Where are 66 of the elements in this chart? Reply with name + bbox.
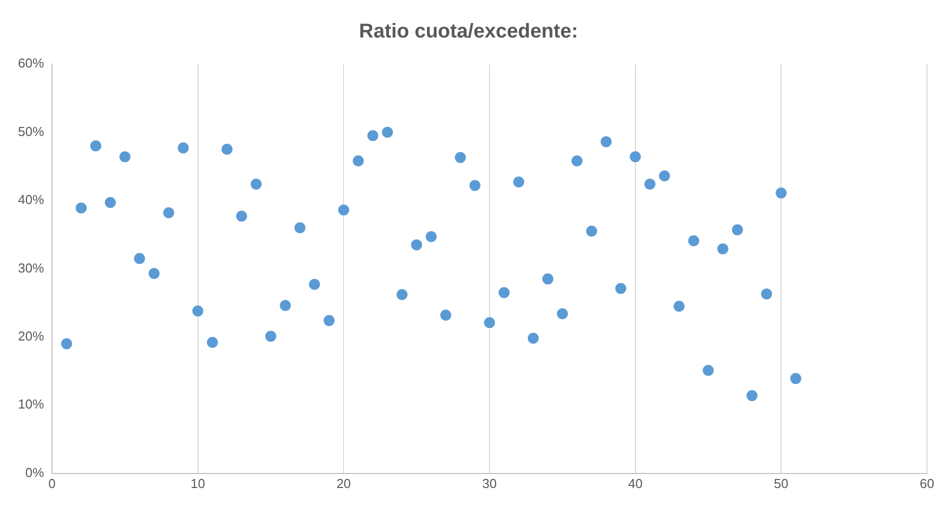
y-tick-label: 60%: [18, 56, 44, 71]
y-tick-label: 10%: [18, 396, 44, 412]
y-tick-label: 30%: [18, 260, 44, 276]
y-tick-label: 0%: [25, 464, 44, 480]
point: [250, 178, 262, 190]
point: [119, 151, 130, 162]
point: [338, 204, 350, 216]
x-tick-label: 40: [628, 476, 643, 491]
x-tick-label: 60: [920, 476, 934, 491]
point: [411, 239, 422, 250]
x-tick-label: 50: [774, 476, 788, 491]
point: [309, 278, 320, 290]
point: [761, 288, 772, 300]
point: [236, 210, 248, 222]
point: [528, 332, 539, 344]
y-tick-label: 20%: [18, 328, 44, 344]
point: [148, 268, 160, 279]
point: [396, 289, 408, 300]
point: [615, 282, 626, 294]
point: [542, 273, 554, 284]
point: [104, 197, 116, 208]
point: [556, 308, 568, 320]
point: [746, 390, 758, 402]
point: [265, 330, 276, 342]
point: [484, 317, 496, 328]
point: [717, 243, 728, 254]
y-tick-label: 50%: [18, 124, 44, 139]
y-tick-label: 40%: [18, 192, 44, 208]
point: [732, 224, 743, 236]
point: [659, 170, 670, 182]
point: [440, 310, 452, 321]
point: [382, 126, 393, 138]
point: [600, 136, 612, 148]
point: [586, 226, 598, 237]
point: [513, 176, 524, 188]
point: [280, 300, 291, 312]
x-tick-label: 0: [48, 476, 56, 491]
point: [222, 144, 233, 155]
point: [178, 142, 189, 154]
x-tick-label: 20: [336, 476, 351, 491]
point: [702, 364, 714, 376]
chart-title: Ratio cuota/excedente:: [359, 20, 578, 43]
point: [352, 155, 364, 166]
point: [76, 202, 87, 214]
point: [61, 338, 72, 350]
point: [324, 315, 335, 326]
point: [294, 222, 306, 234]
point: [674, 300, 685, 312]
x-tick-label: 30: [482, 476, 497, 491]
point: [498, 287, 510, 298]
point: [644, 178, 656, 190]
point: [206, 336, 218, 348]
point: [163, 207, 174, 218]
x-tick-label: 10: [190, 476, 206, 491]
point: [630, 151, 641, 162]
point: [192, 306, 204, 317]
point: [469, 180, 480, 191]
point: [688, 235, 700, 246]
point: [426, 231, 437, 242]
point: [790, 373, 802, 384]
point: [134, 252, 146, 264]
point: [776, 187, 787, 198]
point: [90, 140, 102, 152]
point: [572, 155, 583, 166]
point: [454, 152, 466, 163]
point: [367, 130, 378, 142]
